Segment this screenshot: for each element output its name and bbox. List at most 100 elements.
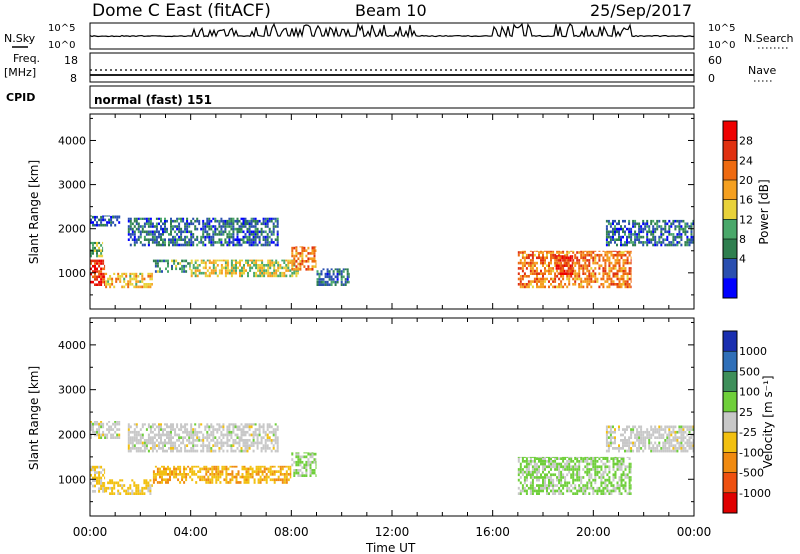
echo-cell-9: [588, 264, 591, 267]
echo-cell-3: [109, 275, 112, 278]
echo-cell-5: [246, 222, 249, 226]
echo-cell-3: [135, 272, 138, 275]
echo-cell-7: [305, 254, 308, 258]
echo-cell-5: [149, 219, 152, 223]
echo-cell-7: [607, 447, 610, 450]
echo-cell-6: [598, 489, 601, 493]
echo-cell-9: [542, 283, 544, 286]
echo-cell-9: [540, 277, 542, 281]
echo-cell-3: [244, 444, 247, 447]
echo-cell-7: [638, 425, 641, 429]
echo-cell-9: [544, 280, 546, 283]
echo-cell-6: [584, 460, 587, 463]
echo-cell-4: [273, 478, 276, 482]
echo-cell-7: [630, 428, 633, 431]
echo-cell-9: [552, 250, 555, 252]
echo-cell-6: [194, 259, 197, 262]
echo-cell-4: [152, 481, 155, 484]
echo-cell-6: [560, 476, 563, 479]
echo-cell-11: [624, 241, 626, 244]
echo-cell-4: [181, 475, 184, 479]
echo-cell-9: [626, 275, 629, 278]
echo-cell-5: [222, 225, 225, 228]
echo-cell-7: [293, 260, 296, 263]
echo-cell-8: [328, 275, 331, 279]
echo-cell-9: [592, 251, 595, 254]
echo-cell-3: [164, 428, 166, 431]
echo-cell-6: [552, 492, 555, 495]
echo-cell-3: [186, 449, 189, 453]
echo-cell-5: [184, 225, 187, 228]
echo-cell-3: [131, 277, 134, 281]
echo-cell-5: [242, 230, 245, 234]
echo-cell-6: [586, 486, 589, 490]
echo-cell-7: [299, 246, 302, 248]
echo-cell-11: [646, 238, 649, 241]
echo-cell-6: [243, 266, 245, 270]
echo-cell-8: [330, 278, 333, 281]
echo-cell-7: [607, 449, 610, 453]
echo-cell-5: [248, 241, 251, 244]
echo-cell-9: [540, 256, 542, 260]
echo-cell-7: [680, 436, 683, 439]
echo-cell-3: [234, 449, 237, 453]
echo-cell-9: [584, 261, 587, 265]
echo-cell-5: [309, 452, 312, 454]
echo-cell-3: [244, 430, 247, 434]
echo-cell-6: [554, 473, 557, 477]
echo-cell-9: [517, 283, 520, 286]
echo-cell-6: [275, 271, 278, 275]
echo-cell-0: [90, 267, 92, 271]
echo-cell-0: [98, 262, 101, 265]
echo-cell-6: [538, 456, 540, 458]
echo-cell-9: [531, 272, 534, 275]
echo-cell-9: [572, 251, 575, 254]
echo-cell-4: [191, 473, 194, 476]
echo-cell-5: [230, 233, 233, 236]
echo-cell-5: [184, 241, 187, 244]
echo-cell-9: [584, 253, 587, 257]
echo-cell-9: [574, 269, 577, 273]
echo-cell-2: [106, 215, 109, 217]
echo-cell-3: [200, 444, 203, 447]
echo-cell-11: [680, 225, 683, 228]
echo-cell-3: [117, 275, 120, 278]
echo-cell-3: [149, 428, 152, 431]
echo-cell-11: [648, 238, 651, 241]
echo-cell-7: [614, 439, 616, 442]
echo-cell-2: [131, 489, 134, 493]
echo-cell-6: [574, 457, 577, 460]
echo-cell-5: [182, 238, 185, 241]
echo-cell-6: [527, 460, 530, 463]
echo-cell-9: [620, 267, 623, 270]
echo-cell-3: [170, 425, 172, 429]
echo-cell-9: [598, 259, 601, 262]
echo-cell-4: [169, 473, 171, 476]
echo-cell-9: [527, 280, 530, 283]
echo-cell-6: [590, 476, 593, 479]
echo-cell-1: [92, 244, 94, 247]
echo-cell-6: [519, 476, 522, 479]
echo-cell-3: [143, 283, 146, 286]
echo-cell-9: [580, 256, 583, 260]
echo-cell-4: [247, 470, 250, 473]
echo-cell-3: [170, 444, 172, 447]
echo-cell-7: [628, 449, 631, 453]
echo-cell-3: [160, 436, 162, 439]
echo-cell-3: [206, 444, 209, 447]
echo-cell-7: [664, 428, 667, 431]
echo-cell-5: [192, 241, 195, 244]
echo-cell-6: [279, 266, 282, 270]
echo-cell-7: [634, 441, 637, 445]
echo-cell-8: [318, 278, 321, 281]
echo-cell-3: [206, 423, 209, 426]
echo-cell-7: [313, 257, 316, 260]
echo-cell-9: [624, 269, 627, 273]
echo-cell-6: [517, 473, 520, 477]
echo-cell-7: [295, 246, 298, 248]
echo-cell-3: [164, 449, 166, 453]
echo-cell-3: [160, 439, 162, 442]
echo-cell-3: [184, 428, 187, 431]
echo-cell-6: [622, 473, 625, 477]
echo-cell-6: [542, 457, 544, 460]
